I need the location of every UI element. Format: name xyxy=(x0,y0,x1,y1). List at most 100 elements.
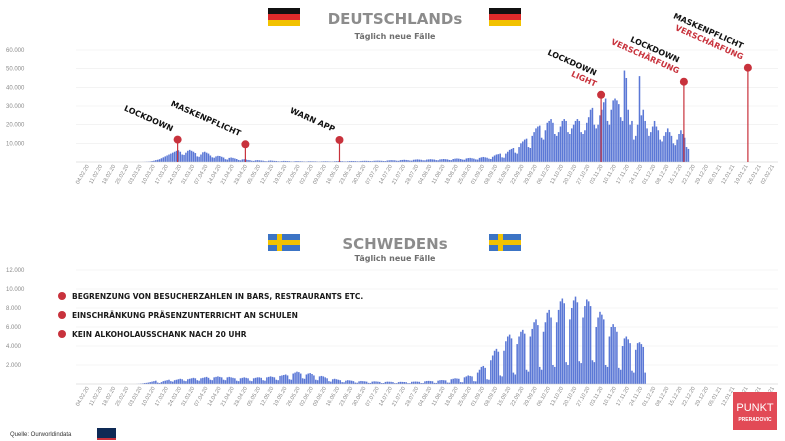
daily-cases-bar xyxy=(392,382,394,384)
daily-cases-bar xyxy=(252,378,255,384)
daily-cases-bar xyxy=(145,382,148,384)
daily-cases-bar xyxy=(170,153,172,162)
daily-cases-bar xyxy=(339,161,342,162)
daily-cases-bar xyxy=(183,380,185,384)
daily-cases-bar xyxy=(668,132,671,162)
daily-cases-bar xyxy=(394,383,396,384)
daily-cases-bar xyxy=(322,376,325,384)
daily-cases-bar xyxy=(202,152,204,162)
daily-cases-bar xyxy=(367,160,370,162)
daily-cases-bar xyxy=(522,141,524,162)
daily-cases-bar xyxy=(190,378,193,384)
daily-cases-bar xyxy=(640,344,643,384)
daily-cases-bar xyxy=(565,120,567,162)
daily-cases-bar xyxy=(616,100,618,162)
daily-cases-bar xyxy=(395,383,398,384)
daily-cases-bar xyxy=(578,361,581,384)
daily-cases-bar xyxy=(307,373,310,384)
daily-cases-bar xyxy=(420,383,422,384)
daily-cases-bar xyxy=(294,161,296,162)
daily-cases-bar xyxy=(648,135,650,162)
daily-cases-bar xyxy=(202,377,204,384)
daily-cases-bar xyxy=(194,378,197,384)
daily-cases-bar xyxy=(522,329,524,384)
daily-cases-bar xyxy=(411,381,413,384)
daily-cases-bar xyxy=(499,153,501,162)
daily-cases-bar xyxy=(495,154,498,162)
daily-cases-bar xyxy=(320,161,323,162)
daily-cases-bar xyxy=(379,381,381,384)
daily-cases-bar xyxy=(155,160,157,162)
daily-cases-bar xyxy=(267,376,270,385)
daily-cases-bar xyxy=(604,365,607,384)
daily-cases-bar xyxy=(516,344,518,384)
daily-cases-bar xyxy=(531,135,533,162)
germany-subtitle: Täglich neue Fälle xyxy=(355,32,437,41)
daily-cases-bar xyxy=(682,134,684,162)
daily-cases-bar xyxy=(570,308,573,384)
daily-cases-bar xyxy=(358,381,360,384)
daily-cases-bar xyxy=(443,380,445,384)
sweden-title: SCHWEDENs xyxy=(342,235,447,253)
daily-cases-bar xyxy=(373,160,375,162)
daily-cases-bar xyxy=(663,135,665,162)
annotation-marker xyxy=(335,135,344,144)
daily-cases-bar xyxy=(546,312,549,384)
daily-cases-bar xyxy=(478,157,481,162)
daily-cases-bar xyxy=(164,380,166,384)
daily-cases-bar xyxy=(476,372,479,384)
daily-cases-bar xyxy=(296,161,298,162)
daily-cases-bar xyxy=(384,381,387,384)
daily-cases-bar xyxy=(580,132,582,162)
source-label: Quelle: Ourworldindata xyxy=(10,432,72,438)
daily-cases-bar xyxy=(392,160,394,162)
daily-cases-bar xyxy=(459,382,462,384)
daily-cases-bar xyxy=(499,375,501,384)
daily-cases-bar xyxy=(561,120,564,162)
daily-cases-bar xyxy=(258,377,261,384)
daily-cases-bar xyxy=(437,160,439,162)
daily-cases-bar xyxy=(412,159,415,162)
daily-cases-bar xyxy=(659,139,661,162)
legend-item: BEGRENZUNG VON BESUCHERZAHLEN IN BARS, R… xyxy=(72,292,363,301)
daily-cases-bar xyxy=(444,380,447,384)
daily-cases-bar xyxy=(234,378,236,384)
daily-cases-bar xyxy=(298,372,300,385)
daily-cases-bar xyxy=(552,122,554,162)
daily-cases-bar xyxy=(634,135,637,162)
daily-cases-bar xyxy=(230,377,232,384)
daily-cases-bar xyxy=(205,376,208,385)
daily-cases-bar xyxy=(266,161,268,162)
daily-cases-bar xyxy=(226,159,229,162)
daily-cases-bar xyxy=(143,383,146,384)
daily-cases-bar xyxy=(275,160,278,162)
daily-cases-bar xyxy=(542,331,545,384)
daily-cases-bar xyxy=(324,161,326,162)
daily-cases-bar xyxy=(621,120,624,162)
daily-cases-bar xyxy=(224,380,227,384)
daily-cases-bar xyxy=(473,381,475,384)
daily-cases-bar xyxy=(196,380,198,384)
daily-cases-bar xyxy=(264,380,266,384)
daily-cases-bar xyxy=(478,369,481,384)
daily-cases-bar xyxy=(576,302,579,384)
daily-cases-bar xyxy=(443,159,445,162)
daily-cases-bar xyxy=(311,374,313,384)
daily-cases-bar xyxy=(540,369,543,384)
daily-cases-bar xyxy=(213,377,215,384)
daily-cases-bar xyxy=(640,115,643,162)
daily-cases-bar xyxy=(326,161,328,162)
daily-cases-bar xyxy=(484,157,486,162)
daily-cases-bar xyxy=(627,339,629,384)
daily-cases-bar xyxy=(288,379,291,384)
daily-cases-bar xyxy=(405,159,407,162)
daily-cases-bar xyxy=(450,160,453,162)
daily-cases-bar xyxy=(405,382,407,384)
daily-cases-bar xyxy=(388,160,390,162)
daily-cases-bar xyxy=(516,153,518,162)
sweden-flag-right xyxy=(489,234,521,251)
daily-cases-bar xyxy=(495,348,498,384)
daily-cases-bar xyxy=(591,360,594,384)
daily-cases-bar xyxy=(589,109,592,162)
daily-cases-bar xyxy=(529,148,532,162)
